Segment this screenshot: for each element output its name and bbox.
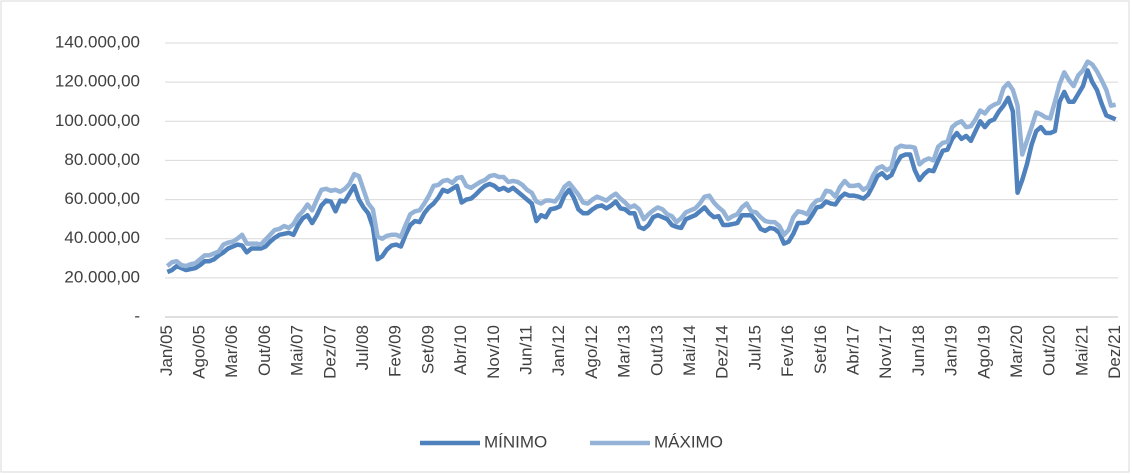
x-tick-label: Jan/12 xyxy=(549,325,568,376)
x-tick-label: Mai/14 xyxy=(680,325,699,376)
x-tick-label: Ago/19 xyxy=(974,325,993,379)
x-tick-label: Nov/10 xyxy=(484,325,503,379)
series-line xyxy=(165,59,1117,269)
x-tick-label: Mar/13 xyxy=(615,325,634,378)
x-tick-label: Abr/17 xyxy=(844,325,863,375)
y-tick-label: 140.000,00 xyxy=(55,32,140,51)
x-tick-label: Set/09 xyxy=(418,325,437,374)
x-tick-label: Fev/09 xyxy=(386,325,405,377)
x-tick-label: Dez/14 xyxy=(713,325,732,379)
x-tick-label: Jan/05 xyxy=(157,325,176,376)
y-tick-label: - xyxy=(134,306,140,325)
x-tick-label: Nov/17 xyxy=(876,325,895,379)
x-tick-label: Jan/19 xyxy=(942,325,961,376)
x-tick-label: Mar/06 xyxy=(222,325,241,378)
x-tick-label: Jul/15 xyxy=(745,325,764,370)
x-tick-label: Jun/18 xyxy=(909,325,928,376)
x-tick-label: Abr/10 xyxy=(451,325,470,375)
series-line xyxy=(166,68,1117,275)
x-tick-label: Dez/07 xyxy=(320,325,339,379)
y-tick-label: 20.000,00 xyxy=(64,267,140,286)
x-tick-label: Out/20 xyxy=(1040,325,1059,376)
x-tick-label: Out/13 xyxy=(647,325,666,376)
legend-label: MÁXIMO xyxy=(654,432,723,451)
legend-label: MÍNIMO xyxy=(484,432,547,451)
x-tick-label: Jul/08 xyxy=(353,325,372,370)
x-tick-label: Dez/21 xyxy=(1105,325,1124,379)
x-tick-label: Mai/21 xyxy=(1072,325,1091,376)
x-tick-label: Set/16 xyxy=(811,325,830,374)
y-tick-label: 40.000,00 xyxy=(64,228,140,247)
x-tick-label: Jun/11 xyxy=(517,325,536,375)
y-tick-label: 120.000,00 xyxy=(55,72,140,91)
x-tick-label: Fev/16 xyxy=(778,325,797,377)
y-tick-label: 60.000,00 xyxy=(64,189,140,208)
y-tick-label: 80.000,00 xyxy=(64,150,140,169)
x-tick-label: Mai/07 xyxy=(288,325,307,376)
x-tick-label: Out/06 xyxy=(255,325,274,376)
x-tick-label: Ago/12 xyxy=(582,325,601,379)
y-tick-label: 100.000,00 xyxy=(55,111,140,130)
x-tick-label: Mar/20 xyxy=(1007,325,1026,378)
x-tick-label: Ago/05 xyxy=(190,325,209,379)
